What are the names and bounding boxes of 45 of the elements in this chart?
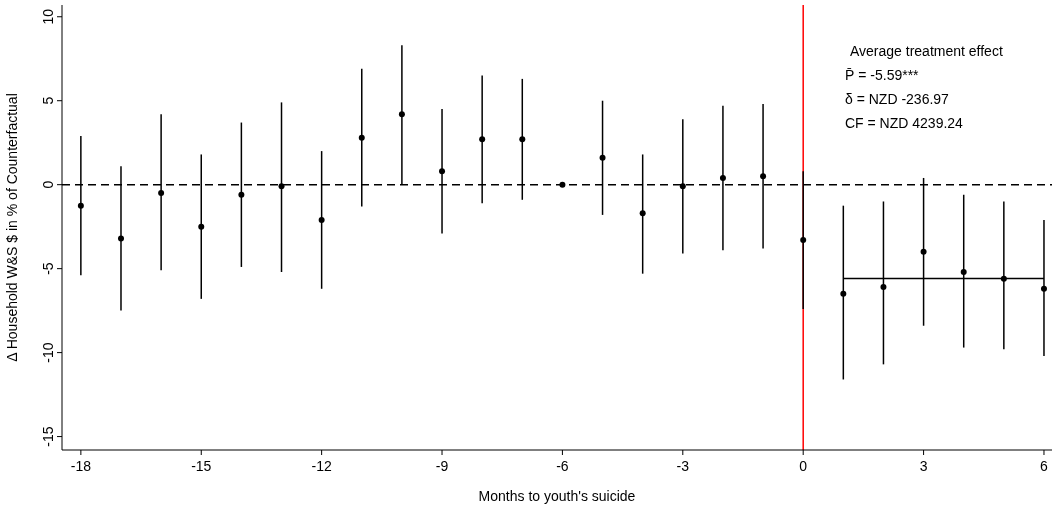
y-tick-label: 0 — [40, 180, 56, 189]
point — [920, 248, 927, 255]
y-tick-label: -5 — [40, 262, 56, 275]
point — [760, 173, 767, 180]
point — [840, 290, 847, 297]
y-tick-label: -10 — [40, 342, 56, 363]
point — [519, 136, 526, 143]
annotation: CF = NZD 4239.24 — [845, 115, 964, 131]
point — [398, 111, 405, 118]
point — [800, 237, 807, 244]
annotation: δ = NZD -236.97 — [845, 91, 950, 107]
x-tick-label: -18 — [70, 458, 92, 474]
x-tick-label: 0 — [799, 458, 808, 474]
point — [599, 154, 606, 161]
x-tick-label: -6 — [556, 458, 569, 474]
point — [719, 174, 726, 181]
x-tick-label: -15 — [191, 458, 212, 474]
point — [639, 210, 646, 217]
y-axis-title: Δ Household W&S $ in % of Counterfactual — [4, 93, 20, 362]
x-tick-label: 6 — [1040, 458, 1049, 474]
point — [559, 181, 566, 188]
point — [880, 284, 887, 291]
point — [278, 183, 285, 190]
y-tick-label: 5 — [40, 96, 56, 105]
point — [158, 190, 165, 197]
x-axis-title: Months to youth's suicide — [478, 488, 636, 504]
annotation: P̄ = -5.59*** — [845, 67, 920, 83]
point — [238, 191, 245, 198]
point — [117, 235, 124, 242]
y-tick-label: -15 — [40, 426, 56, 447]
annotation: Average treatment effect — [850, 43, 1003, 59]
y-tick-label: 10 — [40, 8, 56, 25]
point — [358, 134, 365, 141]
point — [318, 216, 325, 223]
point — [439, 168, 446, 175]
x-tick-label: -3 — [676, 458, 690, 474]
x-tick-label: -9 — [435, 458, 449, 474]
x-tick-label: 3 — [919, 458, 928, 474]
point — [960, 269, 967, 275]
point — [1040, 285, 1047, 292]
point — [479, 136, 486, 143]
x-tick-label: -12 — [311, 458, 332, 474]
point — [77, 202, 84, 209]
point — [198, 223, 205, 230]
point — [679, 183, 686, 190]
